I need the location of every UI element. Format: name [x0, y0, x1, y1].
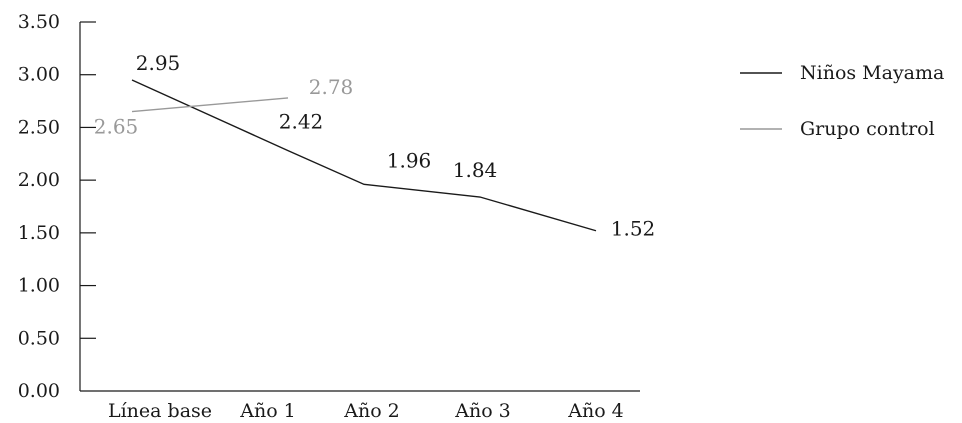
data-label: 2.42	[279, 110, 324, 134]
x-tick-label: Año 4	[567, 400, 624, 422]
y-tick-label: 2.00	[18, 169, 60, 191]
x-tick-label: Año 1	[239, 400, 296, 422]
axes	[79, 22, 640, 392]
y-axis: 0.00 0.50 1.00 1.50 2.00 2.50 3.00 3.50	[18, 11, 96, 402]
x-tick-label: Año 3	[454, 400, 511, 422]
data-label: 2.78	[309, 75, 354, 99]
y-tick-label: 3.00	[18, 64, 60, 86]
data-labels: 2.95 2.42 1.96 1.84 1.52 2.65 2.78	[94, 51, 656, 241]
data-label: 2.65	[94, 115, 139, 139]
data-label: 1.84	[453, 158, 498, 182]
y-tick-label: 0.50	[18, 327, 60, 349]
legend-label: Grupo control	[800, 118, 935, 140]
series-line-1	[131, 79, 597, 232]
legend-label: Niños Mayama	[800, 62, 944, 84]
plot-area	[131, 79, 597, 232]
data-label: 2.95	[136, 51, 181, 75]
y-tick-label: 3.50	[18, 11, 60, 33]
y-tick-label: 1.50	[18, 222, 60, 244]
data-label: 1.52	[611, 217, 656, 241]
y-tick-label: 1.00	[18, 275, 60, 297]
x-tick-label: Línea base	[108, 400, 212, 422]
y-tick-label: 0.00	[18, 380, 60, 402]
series-line-2	[131, 97, 289, 113]
x-tick-label: Año 2	[343, 400, 400, 422]
y-tick-label: 2.50	[18, 116, 60, 138]
data-label: 1.96	[387, 148, 432, 172]
legend: Niños Mayama Grupo control	[740, 62, 944, 140]
x-axis: Línea base Año 1 Año 2 Año 3 Año 4	[108, 400, 624, 422]
